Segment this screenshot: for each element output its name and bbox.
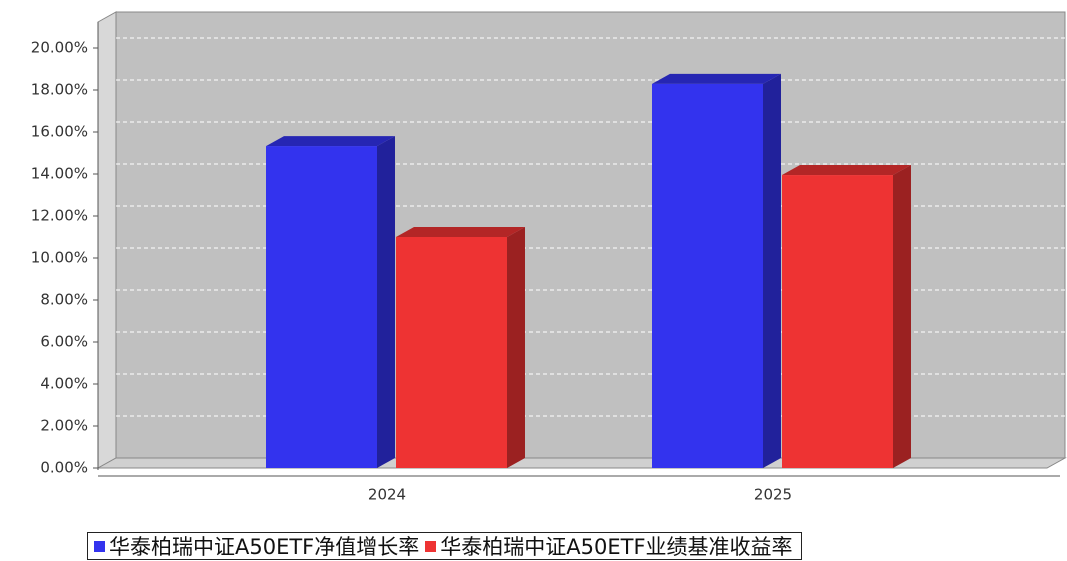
legend-swatch [94, 540, 105, 552]
bar-face [652, 83, 763, 468]
side-wall [97, 11, 117, 469]
back-wall [115, 11, 1066, 459]
bar-face [396, 227, 525, 237]
bar-face [763, 73, 781, 468]
y-tick-label: 10.00% [31, 249, 88, 267]
bar-face [507, 227, 525, 468]
bar-face [266, 136, 395, 147]
y-tick-label: 4.00% [40, 375, 88, 393]
bar [396, 227, 525, 468]
y-tick-label: 0.00% [40, 459, 88, 477]
bar-face [377, 136, 395, 468]
y-tick-label: 18.00% [31, 81, 88, 99]
y-tick-label: 6.00% [40, 333, 88, 351]
bar-face [782, 175, 893, 469]
bar-face [396, 237, 507, 468]
x-tick-label: 2024 [368, 486, 406, 504]
y-tick-label: 2.00% [40, 417, 88, 435]
x-tick-label: 2025 [754, 486, 792, 504]
legend-item: 华泰柏瑞中证A50ETF净值增长率 [92, 531, 419, 561]
chart: 0.00% 2.00% 4.00% 6.00% 8.00% 10.00% 12.00% 14.… [31, 11, 1067, 504]
legend-item: 华泰柏瑞中证A50ETF业绩基准收益率 [423, 531, 793, 561]
y-tick-label: 20.00% [31, 39, 88, 57]
bar [652, 73, 781, 468]
bar [782, 165, 911, 469]
bar [266, 136, 395, 468]
floor [96, 457, 1067, 469]
legend-swatch [425, 540, 437, 552]
y-tick-label: 16.00% [31, 123, 88, 141]
legend-label: 华泰柏瑞中证A50ETF净值增长率 [109, 535, 420, 559]
y-tick-label: 14.00% [31, 165, 88, 183]
bar-face [893, 165, 911, 469]
bar-face [782, 165, 911, 176]
legend-label: 华泰柏瑞中证A50ETF业绩基准收益率 [440, 535, 793, 559]
bar-face [652, 73, 781, 84]
y-tick-label: 12.00% [31, 207, 88, 225]
legend: 华泰柏瑞中证A50ETF净值增长率 华泰柏瑞中证A50ETF业绩基准收益率 [87, 532, 802, 560]
bar-face [266, 146, 377, 468]
y-tick-label: 8.00% [40, 291, 88, 309]
